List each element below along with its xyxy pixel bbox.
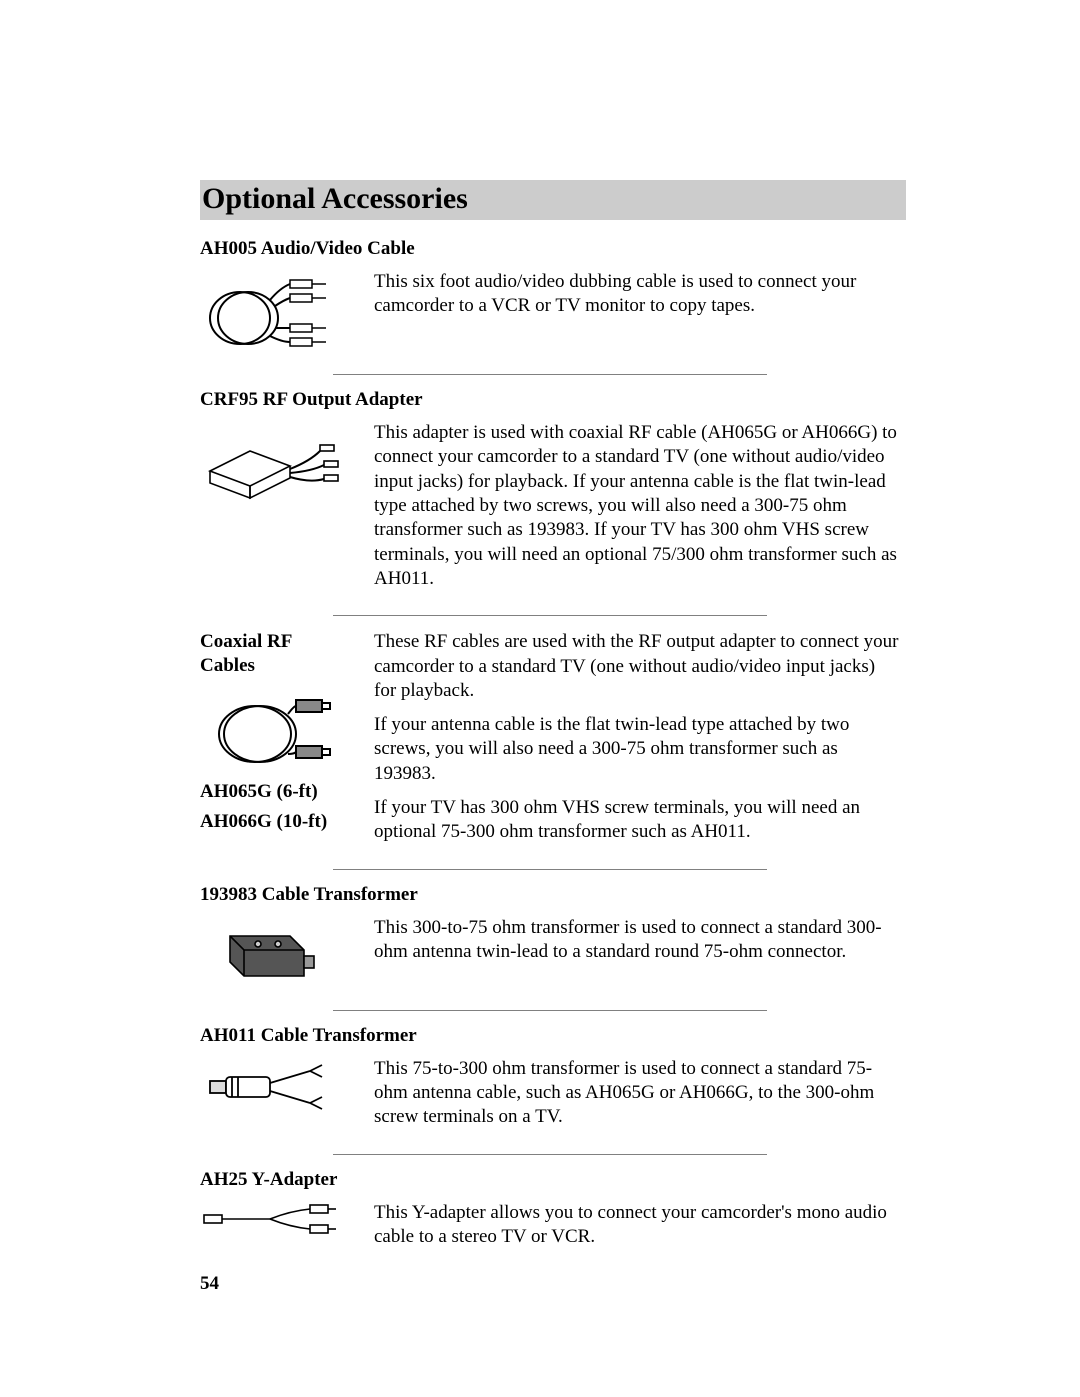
page-number: 54 xyxy=(200,1273,900,1295)
rf-adapter-icon xyxy=(200,421,340,521)
entry-desc: This 75-to-300 ohm transformer is used t… xyxy=(374,1057,900,1140)
entry-ah011: This 75-to-300 ohm transformer is used t… xyxy=(200,1057,900,1140)
illustration-wrap xyxy=(200,1201,350,1241)
paragraph: These RF cables are used with the RF out… xyxy=(374,630,900,703)
entry-coax: Coaxial RF Cables AH065G (6-ft) AH066G (… xyxy=(200,630,900,855)
entry-desc: This adapter is used with coaxial RF cab… xyxy=(374,421,900,601)
entry-193983: This 300-to-75 ohm transformer is used t… xyxy=(200,916,900,996)
av-cable-icon xyxy=(200,270,340,360)
paragraph: This Y-adapter allows you to connect you… xyxy=(374,1201,900,1250)
entry-crf95: This adapter is used with coaxial RF cab… xyxy=(200,421,900,601)
separator xyxy=(333,869,767,870)
y-adapter-icon xyxy=(200,1201,340,1241)
separator xyxy=(333,615,767,616)
entry-ah005: This six foot audio/video dubbing cable … xyxy=(200,270,900,360)
illustration-wrap: Coaxial RF Cables AH065G (6-ft) AH066G (… xyxy=(200,630,350,835)
paragraph: This 75-to-300 ohm transformer is used t… xyxy=(374,1057,900,1130)
item-title-ah011: AH011 Cable Transformer xyxy=(200,1025,900,1047)
entry-desc: These RF cables are used with the RF out… xyxy=(374,630,900,855)
entry-desc: This Y-adapter allows you to connect you… xyxy=(374,1201,900,1260)
entry-ah25: This Y-adapter allows you to connect you… xyxy=(200,1201,900,1260)
illustration-wrap xyxy=(200,1057,350,1117)
item-title-coax: Coaxial RF Cables xyxy=(200,630,350,678)
paragraph: If your TV has 300 ohm VHS screw termina… xyxy=(374,796,900,845)
illustration-wrap xyxy=(200,421,350,521)
paragraph: This adapter is used with coaxial RF cab… xyxy=(374,421,900,591)
entry-desc: This 300-to-75 ohm transformer is used t… xyxy=(374,916,900,975)
coax-cable-icon xyxy=(200,684,340,774)
manual-page: Optional Accessories AH005 Audio/Video C… xyxy=(0,0,1080,1397)
paragraph: If your antenna cable is the flat twin-l… xyxy=(374,713,900,786)
separator xyxy=(333,374,767,375)
item-title-crf95: CRF95 RF Output Adapter xyxy=(200,389,900,411)
paragraph: This 300-to-75 ohm transformer is used t… xyxy=(374,916,900,965)
inline-transformer-icon xyxy=(200,1057,340,1117)
illustration-wrap xyxy=(200,916,350,996)
separator xyxy=(333,1154,767,1155)
section-heading: Optional Accessories xyxy=(200,180,906,220)
transformer-block-icon xyxy=(200,916,340,996)
separator xyxy=(333,1010,767,1011)
item-title-ah25: AH25 Y-Adapter xyxy=(200,1169,900,1191)
sublabel-ah066g: AH066G (10-ft) xyxy=(200,810,327,835)
sublabel-ah065g: AH065G (6-ft) xyxy=(200,780,318,805)
entry-desc: This six foot audio/video dubbing cable … xyxy=(374,270,900,329)
item-title-193983: 193983 Cable Transformer xyxy=(200,884,900,906)
item-title-ah005: AH005 Audio/Video Cable xyxy=(200,238,900,260)
illustration-wrap xyxy=(200,270,350,360)
paragraph: This six foot audio/video dubbing cable … xyxy=(374,270,900,319)
